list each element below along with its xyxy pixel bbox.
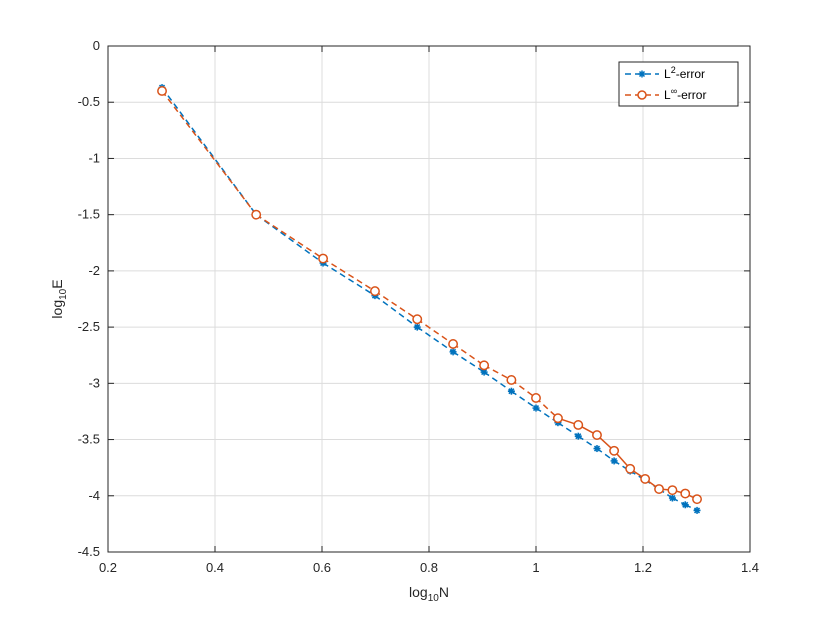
series-linf-segment <box>535 397 559 419</box>
series-linf-point <box>667 485 678 496</box>
series-linf-segment <box>452 343 485 366</box>
y-tick-label: -0.5 <box>78 94 100 109</box>
y-tick-label: -3.5 <box>78 432 100 447</box>
series-linf-segment <box>416 318 454 345</box>
series-l2-point <box>610 457 618 465</box>
series-l2-point <box>413 323 421 331</box>
series-l2-point <box>449 348 457 356</box>
series-linf-point <box>251 209 262 220</box>
series-l2-point <box>693 506 701 514</box>
legend-label-l2: L2-error <box>664 65 705 81</box>
legend-label-linf: L∞-error <box>664 86 706 102</box>
series-l2-segment <box>483 371 512 392</box>
series-l2-point <box>574 432 582 440</box>
series-linf <box>157 86 702 505</box>
series-linf-point <box>318 253 329 264</box>
series-layer <box>157 84 702 514</box>
y-tick-label: -1.5 <box>78 207 100 222</box>
y-tick-label: -2.5 <box>78 319 100 334</box>
series-l2-segment <box>510 390 537 409</box>
series-linf-segment <box>255 214 324 260</box>
series-linf-point <box>448 339 459 349</box>
series-linf-point <box>609 445 620 456</box>
tick-labels: 0.2 0.4 0.6 0.8 1 1.2 1.4 0 -0.5 -1 -1.5 -2 -2.5 -3 -3… <box>78 38 759 575</box>
series-linf-point <box>157 86 167 96</box>
series-linf-point <box>479 360 490 371</box>
series-linf-point <box>531 393 541 403</box>
series-l2-segment <box>161 87 257 216</box>
series-l2-segment <box>577 435 598 450</box>
series-linf-point <box>370 286 380 297</box>
series-linf-point <box>640 473 651 484</box>
series-linf-segment <box>483 364 512 381</box>
y-axis-label: log10E <box>49 279 69 318</box>
series-l2-point <box>681 501 689 509</box>
series-l2-segment <box>374 295 418 328</box>
series-linf-point <box>692 494 702 505</box>
legend: L2-error L∞-error <box>618 61 739 107</box>
series-l2-segment <box>557 422 579 437</box>
legend-marker-l2 <box>638 70 646 78</box>
series-linf-point <box>552 413 563 424</box>
series-l2-point <box>480 368 488 376</box>
series-l2-point <box>532 404 540 412</box>
legend-box <box>618 61 739 107</box>
series-linf-segment <box>374 290 418 320</box>
x-tick-label: 0.2 <box>99 560 117 575</box>
x-tick-label: 1 <box>532 560 539 575</box>
y-tick-label: -3 <box>88 375 100 390</box>
y-tick-label: -4.5 <box>78 544 100 559</box>
y-tick-label: -1 <box>88 150 100 165</box>
x-tick-label: 0.4 <box>206 560 224 575</box>
series-l2-point <box>668 494 676 502</box>
y-tick-label: 0 <box>93 38 100 53</box>
y-tick-label: -4 <box>88 488 100 503</box>
series-linf-point <box>506 375 517 385</box>
series-linf-point <box>654 484 664 494</box>
axes-box <box>107 45 751 553</box>
x-axis-label: log10N <box>409 584 449 604</box>
x-tick-label: 0.8 <box>420 560 438 575</box>
legend-marker-linf <box>637 90 647 100</box>
series-l2-point <box>593 445 601 453</box>
series-linf-segment <box>161 90 257 216</box>
y-tick-label: -2 <box>88 263 100 278</box>
series-linf-point <box>573 419 584 430</box>
series-linf-point <box>592 430 602 441</box>
series-l2-segment <box>322 262 376 297</box>
series-linf-segment <box>510 379 537 399</box>
series-l2-segment <box>416 326 454 353</box>
series-linf-segment <box>322 257 376 292</box>
x-tick-label: 1.4 <box>741 560 759 575</box>
series-linf-point <box>625 463 636 474</box>
series-l2-segment <box>452 351 485 373</box>
series-linf-point <box>412 314 423 325</box>
x-tick-label: 0.6 <box>313 560 331 575</box>
x-tick-label: 1.2 <box>634 560 652 575</box>
series-linf-point <box>680 488 691 499</box>
series-l2-point <box>507 387 515 395</box>
